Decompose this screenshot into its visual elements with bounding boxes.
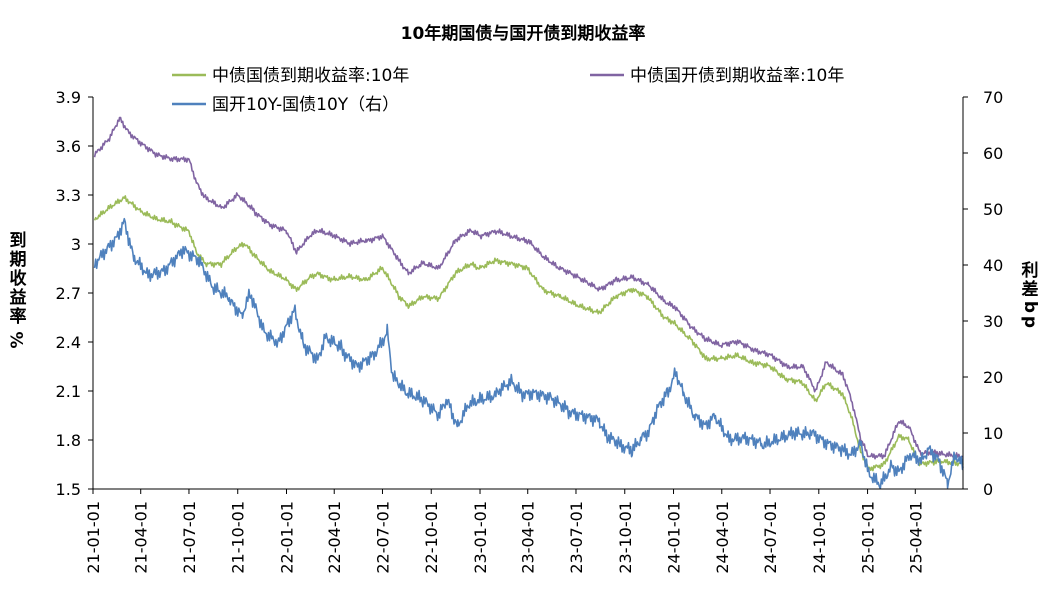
y-left-title-char: 到 [10, 231, 27, 251]
y-right-tick-label: 30 [983, 312, 1003, 331]
x-tick-label: 23-07-01 [567, 501, 586, 574]
y-left-tick-label: 1.5 [56, 480, 81, 499]
y-right-tick-label: 70 [983, 88, 1003, 107]
y-left-title-char: 益 [10, 287, 27, 308]
series-line-cgb [93, 195, 964, 472]
y-axis-left-ticks: 1.5 1.8 2.1 2.4 2.7 3 3.3 3.6 3.9 [56, 88, 93, 499]
chart-title: 10年期国债与国开债到期收益率 [401, 23, 646, 44]
x-tick-label: 22-04-01 [325, 501, 344, 574]
y-right-tick-label: 0 [983, 480, 993, 499]
y-left-tick-label: 3 [71, 235, 81, 254]
y-left-title-char: 期 [10, 250, 27, 270]
y-right-tick-label: 60 [983, 144, 1003, 163]
x-tick-label: 23-01-01 [471, 501, 490, 574]
x-tick-label: 22-01-01 [278, 501, 297, 574]
y-left-title-char: 率 [10, 306, 27, 327]
x-tick-label: 21-04-01 [132, 501, 151, 574]
x-tick-label: 21-10-01 [229, 501, 248, 574]
y-right-tick-label: 50 [983, 200, 1003, 219]
x-axis-ticks: 21-01-01 21-04-01 21-07-01 21-10-01 22-01-01… [84, 489, 925, 574]
y-left-title-char: % [8, 331, 28, 348]
x-tick-label: 22-10-01 [422, 501, 441, 574]
legend-label-cdb: 中债国开债到期收益率:10年 [630, 66, 844, 86]
series-line-cdb [93, 116, 964, 460]
x-tick-label: 23-04-01 [519, 501, 538, 574]
y-axis-left-title: 到 期 收 益 率 % [8, 231, 28, 349]
legend: 中债国债到期收益率:10年 中债国开债到期收益率:10年 国开10Y-国债10Y… [172, 66, 844, 115]
x-tick-label: 24-04-01 [713, 501, 732, 574]
y-right-tick-label: 10 [983, 424, 1003, 443]
y-axis-right-ticks: 0 10 20 30 40 50 60 70 [963, 88, 1003, 499]
legend-label-spread: 国开10Y-国债10Y（右） [212, 95, 399, 115]
y-left-tick-label: 2.4 [56, 333, 81, 352]
y-left-tick-label: 1.8 [56, 431, 81, 450]
y-right-title-char: b [1020, 301, 1040, 313]
x-tick-label: 22-07-01 [373, 501, 392, 574]
legend-item-spread: 国开10Y-国债10Y（右） [172, 95, 399, 115]
y-right-title-char: p [1020, 316, 1040, 328]
legend-item-cgb: 中债国债到期收益率:10年 [172, 66, 409, 86]
y-left-tick-label: 3.9 [56, 88, 81, 107]
y-right-tick-label: 20 [983, 368, 1003, 387]
plot-series [93, 116, 964, 490]
x-tick-label: 24-01-01 [665, 501, 684, 574]
y-left-tick-label: 3.6 [56, 137, 81, 156]
series-line-spread [93, 217, 964, 490]
y-axis-right-title: 利 差 b p [1020, 260, 1040, 328]
legend-label-cgb: 中债国债到期收益率:10年 [212, 66, 409, 86]
y-right-tick-label: 40 [983, 256, 1003, 275]
x-tick-label: 21-07-01 [180, 501, 199, 574]
y-left-tick-label: 2.1 [56, 382, 81, 401]
y-right-title-char: 差 [1022, 279, 1039, 300]
y-right-title-char: 利 [1022, 260, 1039, 281]
x-tick-label: 25-01-01 [859, 501, 878, 574]
x-tick-label: 23-10-01 [616, 501, 635, 574]
y-left-tick-label: 3.3 [56, 186, 81, 205]
x-tick-label: 24-07-01 [761, 501, 780, 574]
y-left-title-char: 收 [10, 268, 27, 289]
x-tick-label: 24-10-01 [810, 501, 829, 574]
y-left-tick-label: 2.7 [56, 284, 81, 303]
legend-item-cdb: 中债国开债到期收益率:10年 [590, 66, 844, 86]
x-tick-label: 21-01-01 [84, 501, 103, 574]
x-tick-label: 25-04-01 [906, 501, 925, 574]
